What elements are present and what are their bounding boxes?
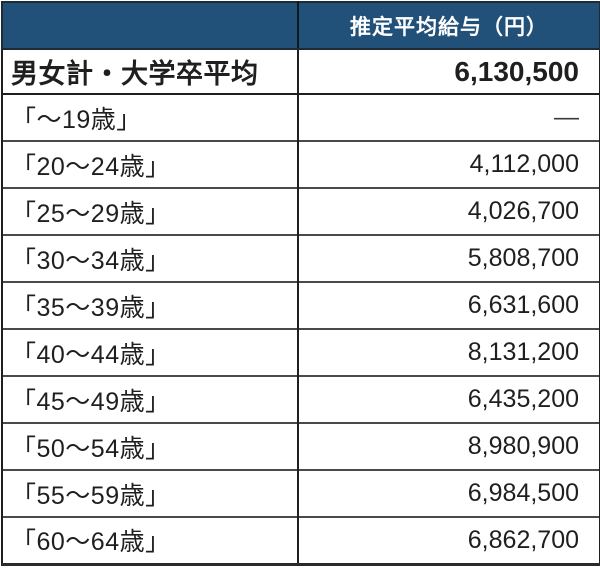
salary-cell: 6,862,700 [298,516,600,566]
table-row-summary: 男女計・大学卒平均 6,130,500 [1,48,600,95]
salary-cell: 6,631,600 [298,281,600,329]
salary-cell: 6,435,200 [298,375,600,423]
age-group-cell: 「25～29歳」 [1,187,299,235]
age-group-cell: 「20～24歳」 [1,140,299,188]
age-group-cell: 男女計・大学卒平均 [1,48,299,95]
table-row: 「55～59歳」 6,984,500 [1,469,600,517]
corner-header-cell [1,1,299,50]
age-group-cell: 「55～59歳」 [1,469,299,517]
age-group-cell: 「30～34歳」 [1,234,299,282]
salary-table: 推定平均給与（円） 男女計・大学卒平均 6,130,500 「～19歳」 — 「… [1,1,600,566]
salary-cell: — [298,93,600,141]
table-row: 「30～34歳」 5,808,700 [1,234,600,282]
salary-cell: 4,026,700 [298,187,600,235]
age-group-cell: 「45～49歳」 [1,375,299,423]
salary-cell: 5,808,700 [298,234,600,282]
age-group-cell: 「40～44歳」 [1,328,299,376]
column-header-salary: 推定平均給与（円） [298,1,600,50]
salary-cell: 4,112,000 [298,140,600,188]
salary-cell: 8,980,900 [298,422,600,470]
table-row: 「20～24歳」 4,112,000 [1,140,600,188]
table-row: 「60～64歳」 6,862,700 [1,516,600,566]
table-row: 「50～54歳」 8,980,900 [1,422,600,470]
age-group-cell: 「50～54歳」 [1,422,299,470]
table-row: 「40～44歳」 8,131,200 [1,328,600,376]
age-group-cell: 「～19歳」 [1,93,299,141]
salary-cell: 6,984,500 [298,469,600,517]
salary-cell: 8,131,200 [298,328,600,376]
age-group-cell: 「35～39歳」 [1,281,299,329]
table-row: 「～19歳」 — [1,93,600,141]
table-row: 「25～29歳」 4,026,700 [1,187,600,235]
salary-cell: 6,130,500 [298,48,600,95]
table-row: 「45～49歳」 6,435,200 [1,375,600,423]
table-header-row: 推定平均給与（円） [1,1,600,50]
age-group-cell: 「60～64歳」 [1,516,299,566]
table-row: 「35～39歳」 6,631,600 [1,281,600,329]
